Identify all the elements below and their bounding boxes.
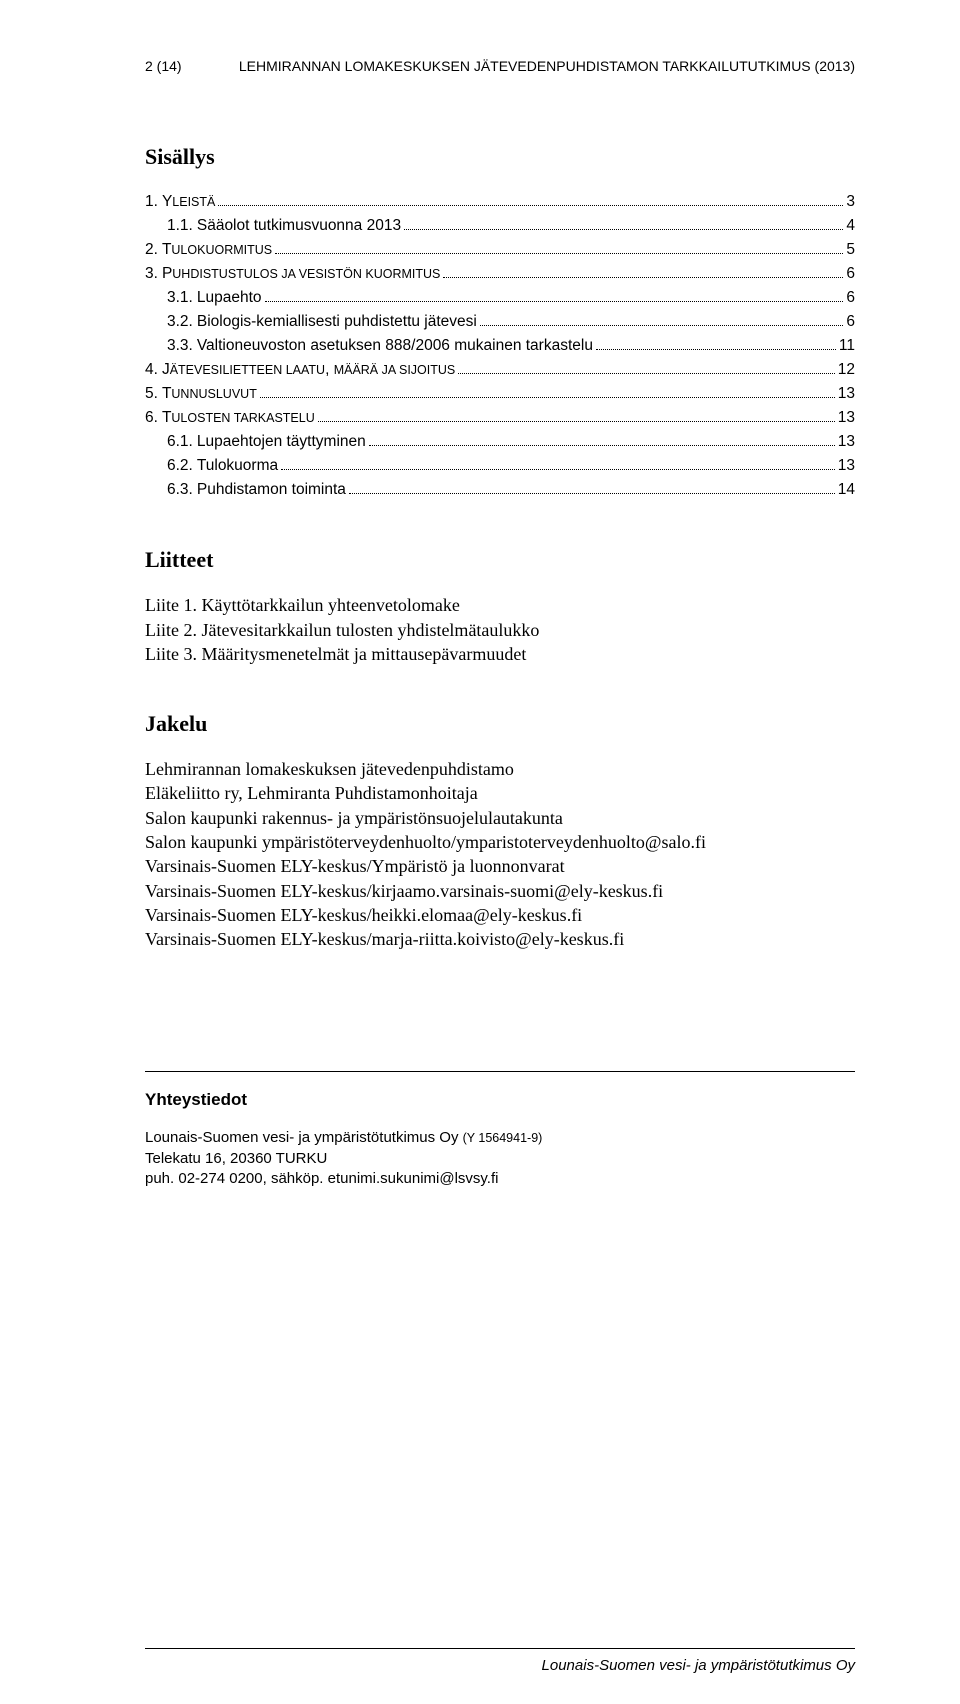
footer-rule bbox=[145, 1648, 855, 1649]
liitteet-title: Liitteet bbox=[145, 547, 855, 573]
toc-page: 3 bbox=[846, 190, 855, 214]
toc-row: 3.3. Valtioneuvoston asetuksen 888/2006 … bbox=[145, 334, 855, 358]
toc-number: 3. bbox=[145, 262, 162, 286]
toc-leader bbox=[369, 445, 835, 446]
toc-page: 13 bbox=[838, 406, 855, 430]
toc-row: 3. PUHDISTUSTULOS JA VESISTÖN KUORMITUS … bbox=[145, 262, 855, 286]
toc-label: Biologis-kemiallisesti puhdistettu jätev… bbox=[197, 310, 477, 334]
company-contact: puh. 02-274 0200, sähköp. etunimi.sukuni… bbox=[145, 1169, 855, 1189]
toc-leader bbox=[318, 421, 835, 422]
toc-number: 5. bbox=[145, 382, 162, 406]
liite-line: Liite 1. Käyttötarkkailun yhteenvetoloma… bbox=[145, 593, 855, 617]
toc-number: 3.2. bbox=[167, 310, 197, 334]
header-right: LEHMIRANNAN LOMAKESKUKSEN JÄTEVEDENPUHDI… bbox=[239, 58, 855, 74]
company-address: Telekatu 16, 20360 TURKU bbox=[145, 1149, 855, 1169]
toc-page: 5 bbox=[846, 238, 855, 262]
toc-number: 1.1. bbox=[167, 214, 197, 238]
toc-page: 13 bbox=[838, 382, 855, 406]
toc-label: Lupaehto bbox=[197, 286, 262, 310]
toc-label: Tulokuorma bbox=[197, 454, 278, 478]
toc-leader bbox=[260, 397, 835, 398]
toc-number: 3.3. bbox=[167, 334, 197, 358]
toc-page: 6 bbox=[846, 286, 855, 310]
toc-leader bbox=[349, 493, 835, 494]
jakelu-line: Varsinais-Suomen ELY-keskus/marja-riitta… bbox=[145, 927, 855, 951]
toc-number: 1. bbox=[145, 190, 162, 214]
toc-leader bbox=[458, 373, 835, 374]
liitteet-section: Liitteet Liite 1. Käyttötarkkailun yhtee… bbox=[145, 547, 855, 666]
liite-line: Liite 3. Määritysmenetelmät ja mittausep… bbox=[145, 642, 855, 666]
toc-label: YLEISTÄ bbox=[162, 190, 215, 214]
toc-number: 2. bbox=[145, 238, 162, 262]
toc-number: 6.1. bbox=[167, 430, 197, 454]
toc-label: Puhdistamon toiminta bbox=[197, 478, 346, 502]
jakelu-title: Jakelu bbox=[145, 711, 855, 737]
toc-label: JÄTEVESILIETTEEN LAATU, MÄÄRÄ JA SIJOITU… bbox=[162, 358, 455, 382]
toc-row: 6.1. Lupaehtojen täyttyminen 13 bbox=[145, 430, 855, 454]
jakelu-section: Jakelu Lehmirannan lomakeskuksen jäteved… bbox=[145, 711, 855, 951]
sisallys-title: Sisällys bbox=[145, 144, 855, 170]
toc-number: 3.1. bbox=[167, 286, 197, 310]
table-of-contents: 1. YLEISTÄ 31.1. Sääolot tutkimusvuonna … bbox=[145, 190, 855, 502]
toc-label: Lupaehtojen täyttyminen bbox=[197, 430, 366, 454]
jakelu-line: Eläkeliitto ry, Lehmiranta Puhdistamonho… bbox=[145, 781, 855, 805]
toc-leader bbox=[404, 229, 843, 230]
toc-leader bbox=[596, 349, 836, 350]
toc-page: 4 bbox=[846, 214, 855, 238]
toc-leader bbox=[275, 253, 843, 254]
toc-label: PUHDISTUSTULOS JA VESISTÖN KUORMITUS bbox=[162, 262, 440, 286]
toc-page: 6 bbox=[846, 262, 855, 286]
jakelu-line: Salon kaupunki ympäristöterveydenhuolto/… bbox=[145, 830, 855, 854]
header-left: 2 (14) bbox=[145, 58, 182, 74]
jakelu-line: Varsinais-Suomen ELY-keskus/kirjaamo.var… bbox=[145, 879, 855, 903]
yhteystiedot-title: Yhteystiedot bbox=[145, 1090, 855, 1110]
toc-row: 1. YLEISTÄ 3 bbox=[145, 190, 855, 214]
page-header: 2 (14) LEHMIRANNAN LOMAKESKUKSEN JÄTEVED… bbox=[145, 58, 855, 74]
toc-leader bbox=[443, 277, 843, 278]
toc-row: 4. JÄTEVESILIETTEEN LAATU, MÄÄRÄ JA SIJO… bbox=[145, 358, 855, 382]
toc-leader bbox=[218, 205, 843, 206]
toc-row: 2. TULOKUORMITUS 5 bbox=[145, 238, 855, 262]
toc-page: 11 bbox=[839, 334, 855, 358]
toc-label: TULOSTEN TARKASTELU bbox=[162, 406, 315, 430]
jakelu-line: Lehmirannan lomakeskuksen jätevedenpuhdi… bbox=[145, 757, 855, 781]
toc-number: 6.3. bbox=[167, 478, 197, 502]
jakelu-line: Varsinais-Suomen ELY-keskus/heikki.eloma… bbox=[145, 903, 855, 927]
toc-leader bbox=[265, 301, 844, 302]
yhteystiedot-section: Yhteystiedot Lounais-Suomen vesi- ja ymp… bbox=[145, 1071, 855, 1189]
toc-row: 6.2. Tulokuorma 13 bbox=[145, 454, 855, 478]
toc-leader bbox=[281, 469, 835, 470]
toc-number: 4. bbox=[145, 358, 162, 382]
company-line: Lounais-Suomen vesi- ja ympäristötutkimu… bbox=[145, 1128, 855, 1148]
toc-number: 6.2. bbox=[167, 454, 197, 478]
toc-label: TUNNUSLUVUT bbox=[162, 382, 257, 406]
liite-line: Liite 2. Jätevesitarkkailun tulosten yhd… bbox=[145, 618, 855, 642]
toc-label: Sääolot tutkimusvuonna 2013 bbox=[197, 214, 401, 238]
toc-leader bbox=[480, 325, 844, 326]
toc-row: 6. TULOSTEN TARKASTELU 13 bbox=[145, 406, 855, 430]
company-reg: (Y 1564941-9) bbox=[463, 1131, 543, 1145]
toc-number: 6. bbox=[145, 406, 162, 430]
toc-page: 14 bbox=[838, 478, 855, 502]
toc-page: 6 bbox=[846, 310, 855, 334]
toc-row: 3.1. Lupaehto 6 bbox=[145, 286, 855, 310]
toc-row: 6.3. Puhdistamon toiminta 14 bbox=[145, 478, 855, 502]
toc-label: TULOKUORMITUS bbox=[162, 238, 272, 262]
company-name: Lounais-Suomen vesi- ja ympäristötutkimu… bbox=[145, 1129, 463, 1146]
toc-label: Valtioneuvoston asetuksen 888/2006 mukai… bbox=[197, 334, 593, 358]
toc-row: 3.2. Biologis-kemiallisesti puhdistettu … bbox=[145, 310, 855, 334]
toc-row: 1.1. Sääolot tutkimusvuonna 2013 4 bbox=[145, 214, 855, 238]
toc-page: 12 bbox=[838, 358, 855, 382]
toc-page: 13 bbox=[838, 454, 855, 478]
footer-text: Lounais-Suomen vesi- ja ympäristötutkimu… bbox=[542, 1657, 855, 1674]
toc-row: 5. TUNNUSLUVUT 13 bbox=[145, 382, 855, 406]
jakelu-line: Salon kaupunki rakennus- ja ympäristönsu… bbox=[145, 806, 855, 830]
toc-page: 13 bbox=[838, 430, 855, 454]
jakelu-line: Varsinais-Suomen ELY-keskus/Ympäristö ja… bbox=[145, 854, 855, 878]
